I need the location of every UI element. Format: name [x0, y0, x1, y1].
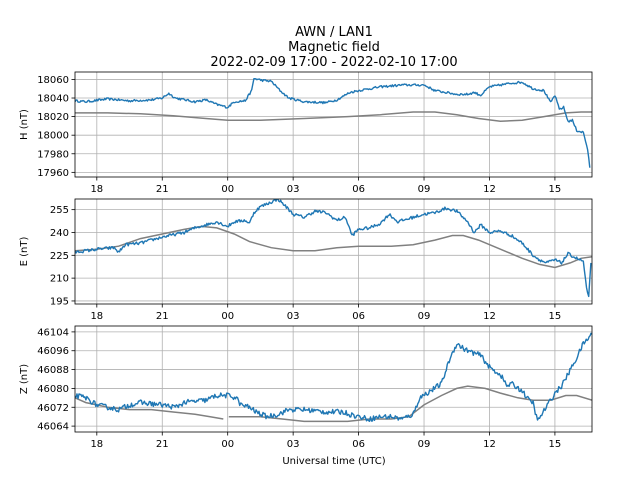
y-tick-label: 17980 [37, 149, 69, 160]
y-axis-label: Z (nT) [19, 364, 30, 394]
x-tick-label: 12 [483, 311, 496, 322]
x-tick-label: 12 [483, 184, 496, 195]
chart-title-line-1: AWN / LAN1 [295, 25, 373, 40]
x-tick-label: 03 [287, 184, 300, 195]
x-tick-label: 21 [156, 311, 169, 322]
y-tick-label: 18000 [37, 131, 69, 142]
x-tick-label: 06 [352, 311, 365, 322]
baseline-series [75, 225, 592, 269]
y-tick-label: 240 [50, 228, 69, 239]
x-tick-label: 12 [483, 439, 496, 450]
measured-series [75, 332, 592, 422]
y-tick-label: 46072 [37, 403, 69, 414]
y-tick-label: 17960 [37, 168, 69, 179]
y-tick-label: 18040 [37, 94, 69, 105]
x-tick-label: 00 [221, 311, 234, 322]
x-tick-label: 09 [418, 184, 431, 195]
x-tick-label: 03 [287, 311, 300, 322]
y-tick-label: 195 [50, 296, 69, 307]
x-tick-label: 18 [90, 184, 103, 195]
chart-title-line-2: Magnetic field [288, 40, 380, 55]
y-tick-label: 18020 [37, 112, 69, 123]
x-tick-label: 18 [90, 439, 103, 450]
x-tick-label: 18 [90, 311, 103, 322]
x-tick-label: 09 [418, 439, 431, 450]
x-tick-label: 21 [156, 439, 169, 450]
panel-2: 18 21 00 03 06 09 12 15 195 210 225 240 255 E (nT) [19, 198, 593, 322]
panel-frame [74, 198, 593, 305]
panel-1: 18 21 00 03 06 09 12 15 17960 17980 18000 18020 1804… [19, 71, 593, 195]
x-tick-label: 00 [221, 184, 234, 195]
x-tick-label: 15 [549, 311, 562, 322]
y-tick-label: 46104 [37, 327, 69, 338]
panel-3: 18 21 00 03 06 09 12 15 46064 46072 46080 46088 4609… [19, 325, 593, 450]
x-axis-label: Universal time (UTC) [282, 456, 385, 467]
y-axis-label: E (nT) [19, 237, 30, 267]
x-tick-label: 21 [156, 184, 169, 195]
panels: 18 21 00 03 06 09 12 15 17960 17980 18000 18020 1804… [19, 71, 593, 450]
measured-series [75, 199, 592, 298]
panel-frame [74, 325, 593, 433]
chart-title-line-3: 2022-02-09 17:00 - 2022-02-10 17:00 [210, 55, 457, 70]
y-axis-label: H (nT) [19, 109, 30, 140]
y-tick-label: 46064 [37, 422, 69, 433]
y-tick-label: 210 [50, 274, 69, 285]
panel-frame [74, 71, 593, 178]
x-tick-label: 09 [418, 311, 431, 322]
x-tick-label: 15 [549, 439, 562, 450]
x-tick-label: 06 [352, 184, 365, 195]
measured-series [75, 78, 591, 168]
baseline-series [75, 111, 592, 122]
y-tick-label: 18060 [37, 75, 69, 86]
x-tick-label: 06 [352, 439, 365, 450]
y-tick-label: 225 [50, 251, 69, 262]
x-tick-label: 00 [221, 439, 234, 450]
y-tick-label: 46096 [37, 346, 69, 357]
x-tick-label: 03 [287, 439, 300, 450]
x-tick-label: 15 [549, 184, 562, 195]
y-tick-label: 46088 [37, 365, 69, 376]
y-tick-label: 46080 [37, 384, 69, 395]
y-tick-label: 255 [50, 205, 69, 216]
